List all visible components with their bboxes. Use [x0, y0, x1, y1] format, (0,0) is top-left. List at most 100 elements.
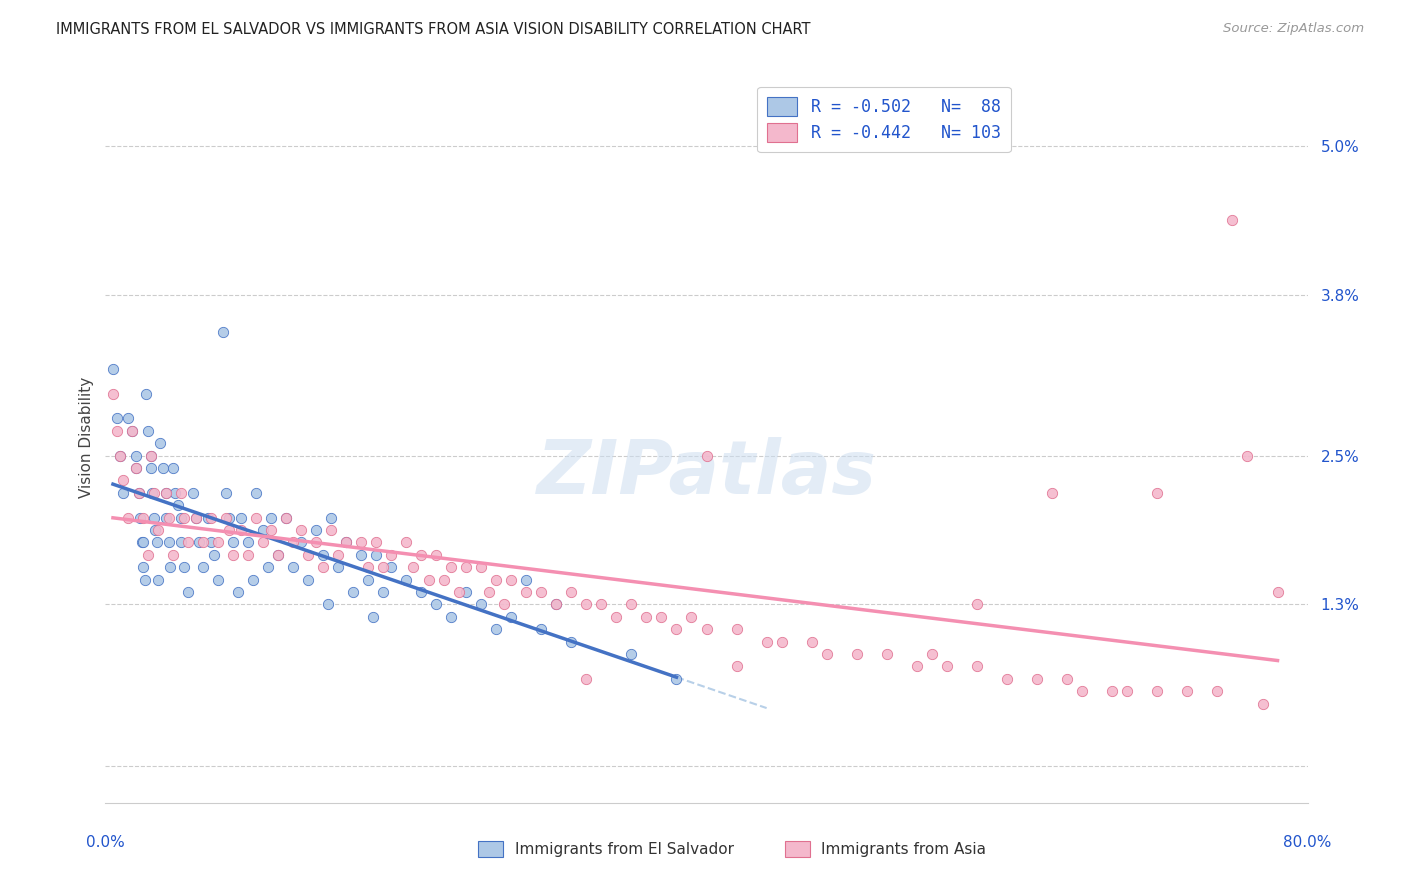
Point	[101, 386, 124, 401]
Text: Source: ZipAtlas.com: Source: ZipAtlas.com	[1223, 22, 1364, 36]
Point	[966, 659, 988, 673]
Point	[530, 585, 553, 599]
Point	[380, 548, 402, 562]
Point	[117, 510, 139, 524]
Point	[112, 486, 135, 500]
Point	[211, 325, 233, 339]
Point	[1056, 672, 1078, 686]
Point	[696, 622, 718, 636]
Point	[152, 461, 174, 475]
Point	[162, 548, 184, 562]
Point	[395, 573, 418, 587]
Point	[312, 548, 335, 562]
Point	[177, 585, 200, 599]
Point	[1071, 684, 1094, 698]
Point	[181, 486, 204, 500]
Point	[169, 486, 191, 500]
Point	[124, 461, 146, 475]
Point	[290, 535, 312, 549]
Point	[328, 548, 350, 562]
Text: Immigrants from El Salvador: Immigrants from El Salvador	[515, 842, 734, 856]
Point	[515, 585, 537, 599]
Point	[128, 486, 150, 500]
Point	[876, 647, 898, 661]
Point	[560, 634, 582, 648]
Point	[515, 573, 537, 587]
Point	[815, 647, 838, 661]
Point	[328, 560, 350, 574]
Point	[755, 634, 778, 648]
Point	[1026, 672, 1049, 686]
Point	[290, 523, 312, 537]
Point	[305, 523, 328, 537]
Point	[1206, 684, 1229, 698]
Point	[129, 510, 152, 524]
Point	[409, 585, 432, 599]
Point	[143, 523, 166, 537]
Point	[501, 573, 523, 587]
Point	[200, 510, 222, 524]
Point	[107, 411, 129, 425]
Point	[184, 510, 207, 524]
Point	[696, 449, 718, 463]
Point	[361, 610, 384, 624]
Point	[274, 510, 297, 524]
Point	[173, 510, 195, 524]
Point	[214, 510, 236, 524]
Point	[319, 523, 342, 537]
Point	[905, 659, 928, 673]
Point	[162, 461, 184, 475]
Point	[312, 560, 335, 574]
Point	[1040, 486, 1063, 500]
Point	[492, 598, 515, 612]
Point	[142, 486, 165, 500]
Point	[470, 560, 492, 574]
Point	[222, 548, 245, 562]
Point	[485, 573, 508, 587]
Point	[620, 598, 643, 612]
Point	[546, 598, 568, 612]
Point	[112, 474, 135, 488]
Point	[342, 585, 364, 599]
Point	[650, 610, 672, 624]
Point	[252, 523, 274, 537]
Point	[191, 560, 214, 574]
Point	[214, 486, 236, 500]
Point	[605, 610, 627, 624]
Point	[245, 486, 267, 500]
Point	[157, 510, 180, 524]
Text: ZIPatlas: ZIPatlas	[537, 437, 876, 510]
Point	[1251, 697, 1274, 711]
Point	[218, 523, 240, 537]
Point	[169, 510, 191, 524]
Point	[141, 486, 163, 500]
Point	[197, 510, 219, 524]
Point	[135, 386, 157, 401]
Point	[267, 548, 290, 562]
Point	[136, 424, 159, 438]
Point	[335, 535, 357, 549]
Point	[995, 672, 1018, 686]
Point	[380, 560, 402, 574]
Legend: R = -0.502   N=  88, R = -0.442   N= 103: R = -0.502 N= 88, R = -0.442 N= 103	[758, 87, 1011, 153]
Point	[1146, 486, 1168, 500]
Point	[1222, 213, 1244, 227]
Point	[395, 535, 418, 549]
Point	[132, 560, 155, 574]
Point	[136, 548, 159, 562]
Point	[163, 486, 186, 500]
Point	[418, 573, 440, 587]
Point	[447, 585, 470, 599]
Point	[501, 610, 523, 624]
Point	[316, 598, 339, 612]
Point	[770, 634, 793, 648]
Point	[350, 535, 373, 549]
Point	[478, 585, 501, 599]
Point	[200, 535, 222, 549]
Point	[966, 598, 988, 612]
Point	[665, 622, 688, 636]
Point	[124, 449, 146, 463]
Y-axis label: Vision Disability: Vision Disability	[79, 376, 94, 498]
Point	[146, 573, 169, 587]
Point	[226, 585, 249, 599]
